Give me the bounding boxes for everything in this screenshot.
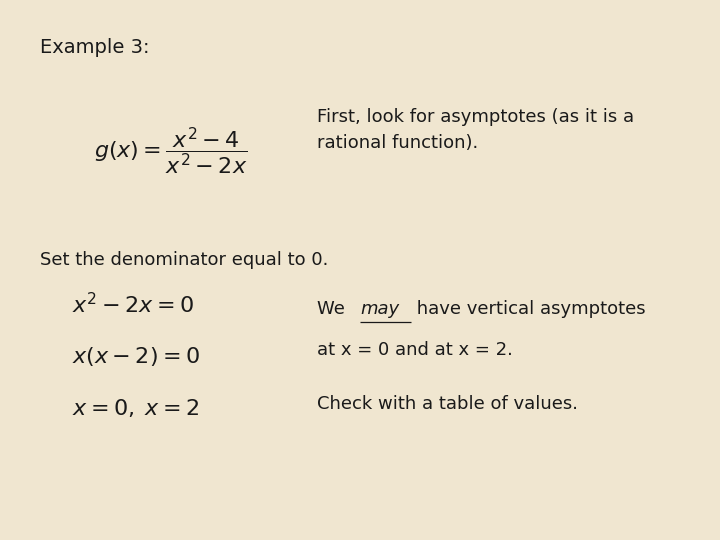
Text: $x(x-2)=0$: $x(x-2)=0$ <box>72 345 200 368</box>
Text: First, look for asymptotes (as it is a
rational function).: First, look for asymptotes (as it is a r… <box>317 108 634 152</box>
Text: $x^2 - 2x = 0$: $x^2 - 2x = 0$ <box>72 293 194 318</box>
Text: have vertical asymptotes: have vertical asymptotes <box>410 300 645 318</box>
Text: Set the denominator equal to 0.: Set the denominator equal to 0. <box>40 251 328 269</box>
Text: $g(x) = \dfrac{x^2 - 4}{x^2 - 2x}$: $g(x) = \dfrac{x^2 - 4}{x^2 - 2x}$ <box>94 125 247 177</box>
Text: Check with a table of values.: Check with a table of values. <box>317 395 577 413</box>
Text: $x = 0, \; x = 2$: $x = 0, \; x = 2$ <box>72 397 199 418</box>
Text: We: We <box>317 300 351 318</box>
Text: may: may <box>360 300 400 318</box>
Text: Example 3:: Example 3: <box>40 38 149 57</box>
Text: at x = 0 and at x = 2.: at x = 0 and at x = 2. <box>317 341 513 359</box>
